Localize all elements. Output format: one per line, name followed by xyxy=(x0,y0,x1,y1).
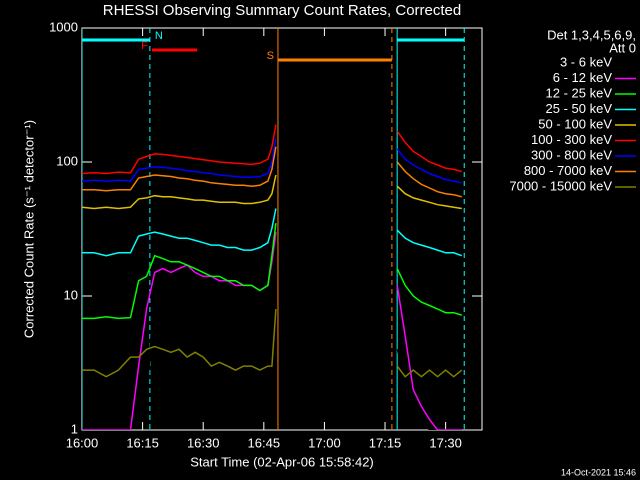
series-line xyxy=(137,267,462,430)
x-tick-label: 16:30 xyxy=(187,435,220,450)
series-line xyxy=(82,208,463,257)
plot-area xyxy=(82,28,465,430)
legend-label: 6 - 12 keV xyxy=(553,70,613,85)
flag-label: F xyxy=(141,40,148,52)
legend-label: 7000 - 15000 keV xyxy=(509,178,612,193)
chart-title: RHESSI Observing Summary Count Rates, Co… xyxy=(103,2,461,19)
legend-title: Det 1,3,4,5,6,9, xyxy=(547,27,636,42)
legend-label: 50 - 100 keV xyxy=(538,116,612,131)
x-tick-label: 17:30 xyxy=(429,435,462,450)
timestamp: 14-Oct-2021 15:46 xyxy=(561,467,636,477)
series-line xyxy=(82,308,463,378)
legend-label: 12 - 25 keV xyxy=(546,85,613,100)
legend-label: 300 - 800 keV xyxy=(531,147,612,162)
y-axis-label: Corrected Count Rate (s⁻¹ detector⁻¹) xyxy=(21,120,36,338)
y-tick-label: 1 xyxy=(71,421,78,436)
x-axis-label: Start Time (02-Apr-06 15:58:42) xyxy=(190,454,374,469)
x-tick-label: 17:00 xyxy=(308,435,341,450)
series-line xyxy=(82,124,462,175)
legend-label: 3 - 6 keV xyxy=(560,54,612,69)
y-tick-label: 100 xyxy=(56,153,78,168)
legend-label: 25 - 50 keV xyxy=(546,101,613,116)
legend-label: 100 - 300 keV xyxy=(531,132,612,147)
y-tick-label: 1000 xyxy=(49,19,78,34)
series-line xyxy=(82,223,463,320)
series-line xyxy=(82,138,462,184)
x-tick-label: 16:15 xyxy=(126,435,159,450)
series-line xyxy=(82,146,462,198)
legend-title: Att 0 xyxy=(609,40,636,55)
y-tick-label: 10 xyxy=(64,287,78,302)
x-tick-label: 17:15 xyxy=(369,435,402,450)
plot-frame xyxy=(81,27,483,431)
legend-label: 800 - 7000 keV xyxy=(524,163,613,178)
flag-label: N xyxy=(155,30,163,42)
x-tick-label: 16:00 xyxy=(66,435,99,450)
flag-label: S xyxy=(267,50,274,62)
series-line xyxy=(82,174,462,210)
x-tick-label: 16:45 xyxy=(248,435,281,450)
